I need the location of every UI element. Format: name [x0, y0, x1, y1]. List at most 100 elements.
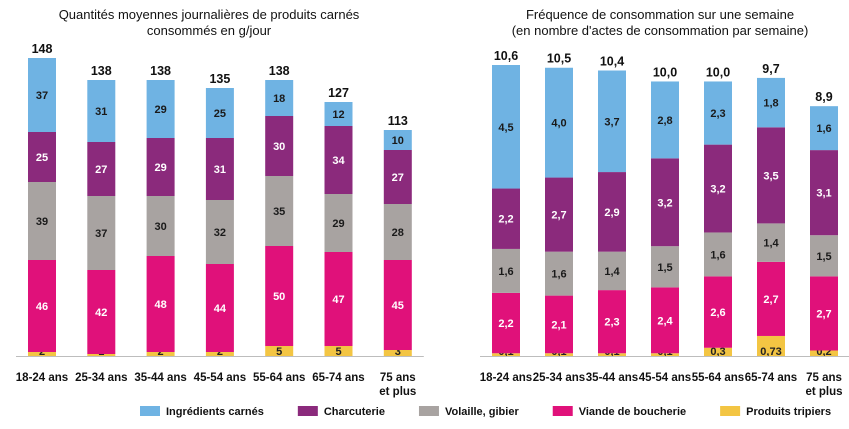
data-label-viande: 2,7: [816, 308, 831, 320]
data-label-ingredients: 3,7: [604, 116, 619, 128]
bar-segment-viande: [265, 246, 294, 346]
data-label-charcuterie: 27: [95, 164, 107, 176]
bar-segment-viande: [87, 270, 116, 354]
bar-segment-viande: [324, 252, 353, 346]
data-label-volaille: 39: [36, 216, 48, 228]
bar-total-label: 10,5: [547, 52, 571, 66]
bar-segment-volaille: [205, 200, 234, 264]
bar-segment-ingredients: [28, 58, 56, 132]
bar-segment-tripiers: [265, 346, 294, 356]
data-label-charcuterie: 2,7: [551, 210, 566, 222]
legend-swatch-tripiers: [720, 406, 741, 416]
data-label-volaille: 1,4: [763, 238, 779, 250]
data-label-tripiers: 0,73: [760, 346, 781, 358]
data-label-viande: 2,1: [551, 319, 566, 331]
category-label: 18-24 ans: [16, 372, 68, 384]
data-label-volaille: 29: [332, 218, 344, 230]
data-label-viande: 2,7: [763, 294, 778, 306]
bar-segment-volaille: [651, 246, 679, 288]
data-label-charcuterie: 27: [392, 172, 404, 184]
category-label: 45-54 ans: [639, 372, 691, 384]
bar-total-label: 138: [91, 64, 112, 78]
bar-segment-charcuterie: [545, 177, 573, 252]
legend-label-tripiers: Produits tripiers: [746, 406, 831, 418]
category-label: 25-34 ans: [75, 372, 127, 384]
data-label-charcuterie: 29: [154, 162, 166, 174]
bar-segment-viande: [651, 287, 679, 354]
data-label-viande: 47: [332, 294, 344, 306]
data-label-ingredients: 1,6: [816, 123, 831, 135]
category-label: et plus: [379, 386, 416, 398]
data-label-tripiers: 0,3: [710, 346, 725, 358]
data-label-volaille: 35: [273, 206, 285, 218]
legend-label-charcuterie: Charcuterie: [324, 406, 385, 418]
bar-segment-ingredients: [651, 81, 679, 159]
data-label-viande: 50: [273, 291, 285, 303]
bar-total-label: 9,7: [762, 62, 779, 76]
bar-segment-charcuterie: [205, 138, 234, 200]
bar-segment-ingredients: [598, 70, 626, 173]
bar-segment-tripiers: [492, 353, 520, 356]
bar-segment-charcuterie: [492, 188, 520, 249]
bar-segment-tripiers: [704, 347, 732, 356]
bar-segment-viande: [205, 264, 234, 352]
bar-total-label: 10,0: [653, 65, 677, 79]
bar-segment-ingredients: [87, 80, 116, 142]
chart-title-line-2: consommés en g/jour: [147, 23, 272, 38]
data-label-volaille: 1,5: [816, 251, 831, 263]
chart-title-line-1: Quantités moyennes journalières de produ…: [59, 7, 360, 22]
data-label-ingredients: 25: [214, 108, 226, 120]
bar-segment-tripiers: [757, 335, 785, 356]
bar-segment-viande: [598, 290, 626, 354]
data-label-tripiers: 3: [395, 346, 401, 358]
bar-segment-volaille: [383, 204, 412, 260]
data-label-ingredients: 31: [95, 106, 107, 118]
data-label-viande: 44: [214, 303, 227, 315]
data-label-charcuterie: 3,5: [763, 170, 778, 182]
category-label: 25-34 ans: [533, 372, 585, 384]
data-label-viande: 42: [95, 307, 107, 319]
bar-segment-volaille: [757, 223, 785, 262]
data-label-ingredients: 4,0: [551, 118, 566, 130]
bar-segment-volaille: [810, 235, 838, 277]
data-label-ingredients: 4,5: [498, 122, 513, 134]
chart-frequence: Fréquence de consommation sur une semain…: [480, 7, 849, 398]
bar-total-label: 138: [269, 64, 290, 78]
bar-segment-viande: [492, 292, 520, 354]
bar-total-label: 10,0: [706, 65, 730, 79]
data-label-volaille: 1,6: [710, 249, 725, 261]
category-label: 35-44 ans: [134, 372, 186, 384]
category-label: 35-44 ans: [586, 372, 638, 384]
bar-segment-ingredients: [810, 106, 838, 151]
bar-total-label: 10,6: [494, 49, 518, 63]
data-label-charcuterie: 34: [332, 155, 345, 167]
bar-segment-ingredients: [757, 77, 785, 128]
data-label-tripiers: 5: [335, 346, 341, 358]
bar-segment-viande: [545, 295, 573, 354]
bar-segment-tripiers: [383, 350, 412, 356]
bar-segment-tripiers: [651, 353, 679, 356]
legend-label-ingredients: Ingrédients carnés: [166, 406, 264, 418]
bar-segment-tripiers: [810, 350, 838, 356]
bar-total-label: 138: [150, 64, 171, 78]
data-label-volaille: 28: [392, 227, 404, 239]
bar-segment-ingredients: [545, 67, 573, 178]
data-label-viande: 45: [392, 300, 404, 312]
data-label-volaille: 37: [95, 228, 107, 240]
category-label: 65-74 ans: [312, 372, 364, 384]
bar-segment-viande: [146, 256, 175, 352]
bar-segment-charcuterie: [28, 132, 56, 182]
category-label: 75 ans: [806, 372, 842, 384]
category-label: 75 ans: [380, 372, 416, 384]
chart-title-line-1: Fréquence de consommation sur une semain…: [526, 7, 794, 22]
bar-segment-viande: [757, 261, 785, 336]
data-label-viande: 2,6: [710, 307, 725, 319]
bar-segment-ingredients: [704, 81, 732, 145]
bar-total-label: 8,9: [815, 90, 832, 104]
bar-segment-tripiers: [205, 352, 234, 356]
category-label: 45-54 ans: [194, 372, 246, 384]
data-label-volaille: 1,5: [657, 262, 672, 274]
data-label-ingredients: 18: [273, 93, 285, 105]
chart-quantites: Quantités moyennes journalières de produ…: [16, 7, 424, 398]
bar-segment-volaille: [324, 194, 353, 252]
